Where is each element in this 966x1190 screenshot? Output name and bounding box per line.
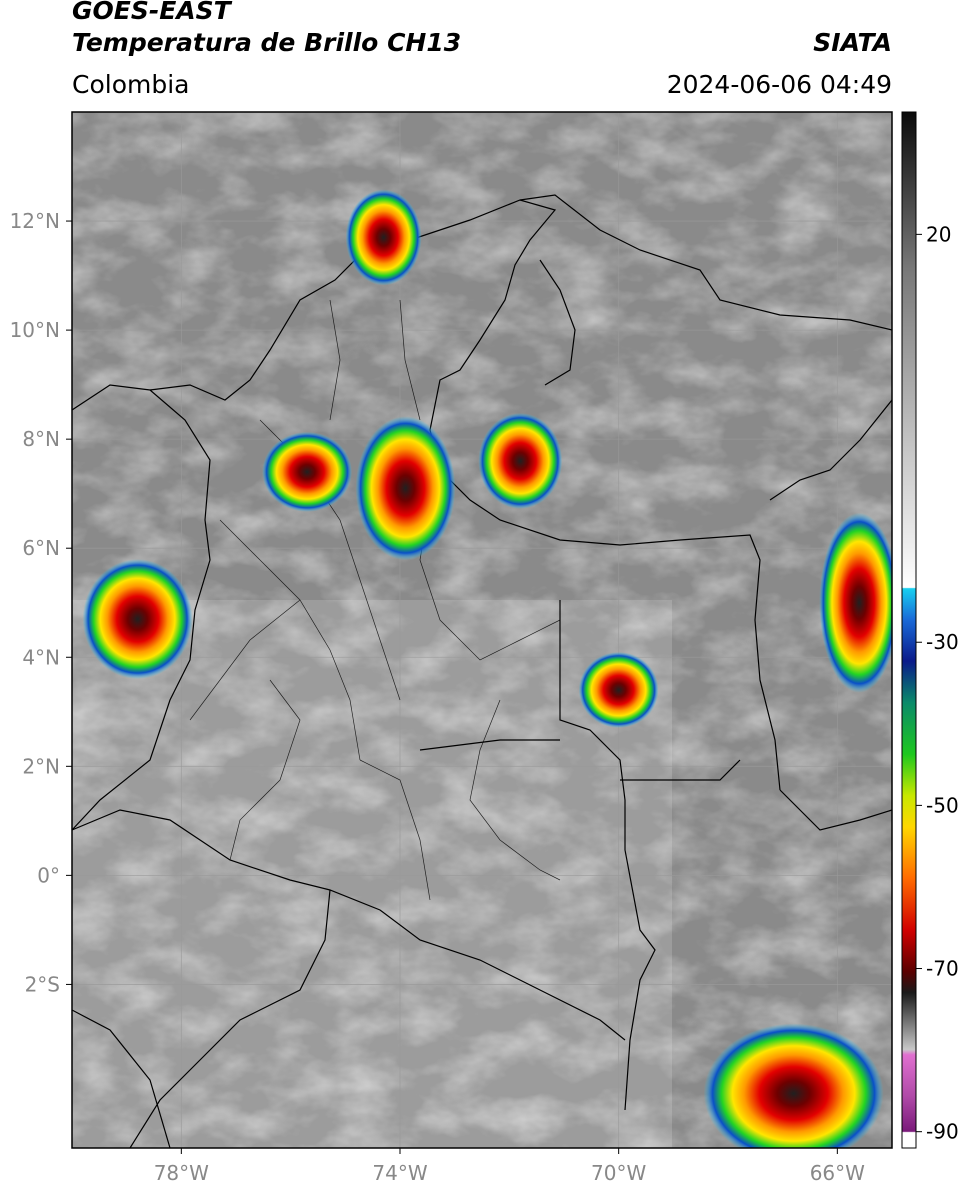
lat-tick-label: 4°N bbox=[22, 645, 60, 669]
storm-cell bbox=[345, 189, 422, 286]
satellite-title: GOES-EAST bbox=[72, 0, 231, 25]
satellite-image bbox=[72, 112, 892, 1148]
storm-cell bbox=[262, 431, 353, 512]
storm-cell bbox=[703, 1023, 884, 1148]
product-title: Temperatura de Brillo CH13 bbox=[72, 28, 462, 57]
lat-tick-label: 10°N bbox=[10, 318, 60, 342]
colorbar-tick-label: -90 bbox=[926, 1120, 959, 1144]
lat-tick-label: 6°N bbox=[22, 536, 60, 560]
lon-tick-label: 74°W bbox=[372, 1161, 427, 1185]
colorbar-frame bbox=[901, 111, 917, 1149]
agency-label: SIATA bbox=[813, 28, 892, 57]
lon-tick-label: 66°W bbox=[810, 1161, 865, 1185]
colorbar-tick-label: -70 bbox=[926, 957, 959, 981]
lat-tick-label: 2°N bbox=[22, 754, 60, 778]
region-label: Colombia bbox=[72, 70, 190, 99]
colorbar-tick-label: -30 bbox=[926, 630, 959, 654]
colorbar-tick-label: 20 bbox=[926, 222, 951, 246]
lon-tick-label: 70°W bbox=[591, 1161, 646, 1185]
map-frame bbox=[71, 111, 893, 1149]
lon-tick-label: 78°W bbox=[154, 1161, 209, 1185]
colorbar: 20 -30 -50 -70 -90 bbox=[901, 111, 959, 1149]
country-borders bbox=[72, 194, 892, 1148]
longitude-labels: 78°W 74°W 70°W 66°W bbox=[154, 1148, 865, 1185]
storm-cells bbox=[82, 189, 892, 1148]
storm-cell bbox=[355, 416, 456, 561]
lat-tick-label: 0° bbox=[37, 863, 60, 887]
datetime-label: 2024-06-06 04:49 bbox=[666, 70, 892, 99]
colorbar-tick-label: -50 bbox=[926, 793, 959, 817]
storm-cell bbox=[82, 559, 193, 680]
storm-cell bbox=[578, 651, 659, 728]
lat-tick-label: 12°N bbox=[10, 209, 60, 233]
colorbar-scale bbox=[902, 112, 916, 1148]
storm-cell bbox=[478, 412, 563, 509]
lat-tick-label: 8°N bbox=[22, 427, 60, 451]
lat-tick-label: 2°S bbox=[25, 972, 60, 996]
storm-cell bbox=[819, 512, 892, 693]
latitude-labels: 12°N 10°N 8°N 6°N 4°N 2°N 0° 2°S bbox=[10, 209, 72, 996]
